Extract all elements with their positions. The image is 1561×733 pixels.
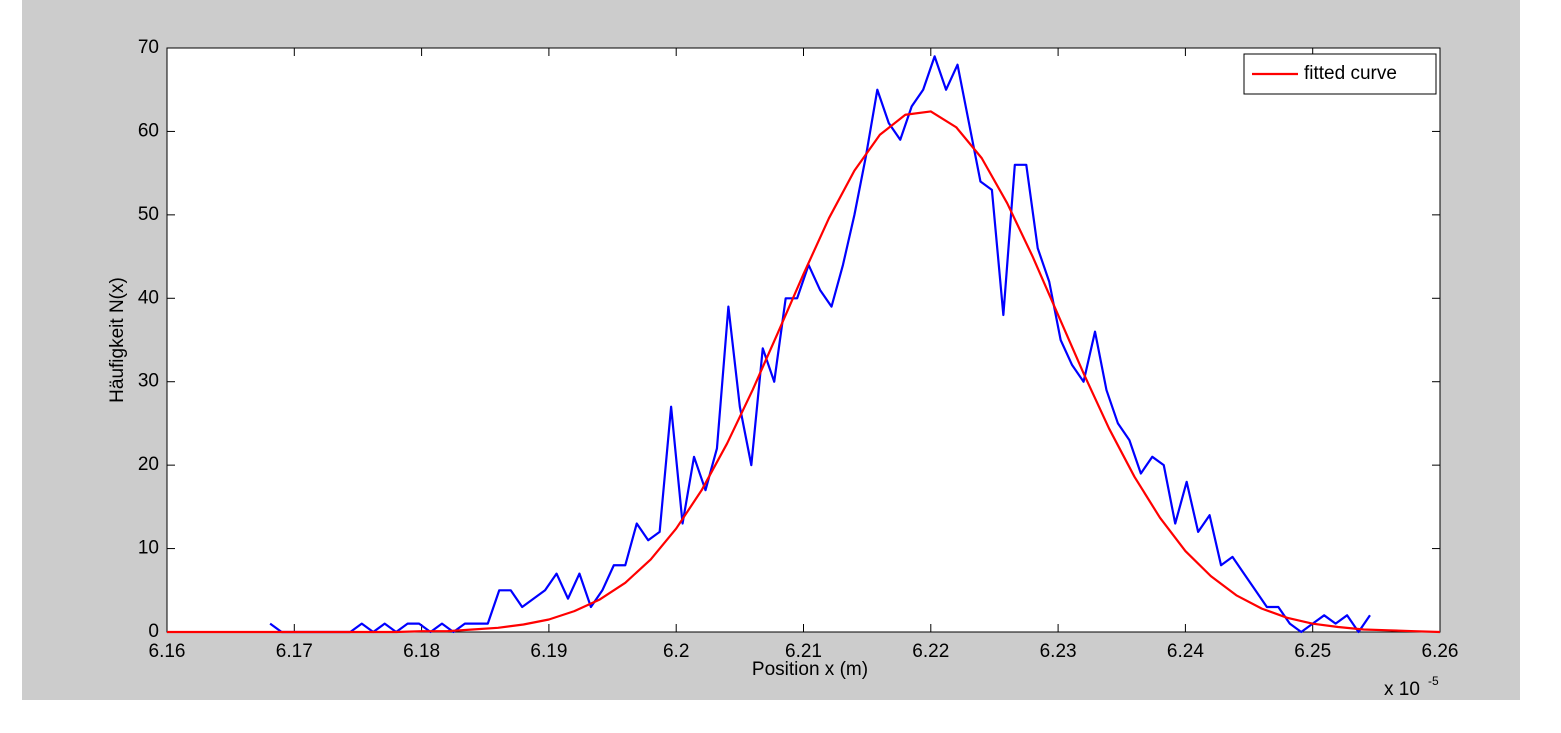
y-axis-label: Häufigkeit N(x) [107, 277, 128, 403]
x-multiplier-exponent: -5 [1428, 674, 1439, 688]
x-tick-label: 6.24 [1167, 641, 1204, 662]
y-tick-label: 60 [138, 120, 159, 141]
data-line [167, 110, 1441, 634]
x-tick-label: 6.22 [912, 641, 949, 662]
x-tick-label: 6.17 [276, 641, 313, 662]
x-tick-label: 6.19 [530, 641, 567, 662]
y-tick-label: 30 [138, 371, 159, 392]
y-tick-label: 20 [138, 454, 159, 475]
x-tick-label: 6.25 [1294, 641, 1331, 662]
y-tick-label: 10 [138, 538, 159, 559]
x-tick-label: 6.23 [1040, 641, 1077, 662]
x-tick-label: 6.26 [1422, 641, 1459, 662]
x-axis-label: Position x (m) [752, 659, 868, 680]
y-tick-label: 50 [138, 204, 159, 225]
x-tick-label: 6.2 [663, 641, 689, 662]
y-tick-label: 40 [138, 287, 159, 308]
data-line [269, 55, 1371, 634]
legend-label: fitted curve [1304, 63, 1397, 84]
x-multiplier: x 10 [1384, 679, 1420, 700]
y-tick-label: 70 [138, 37, 159, 58]
x-tick-label: 6.21 [785, 641, 822, 662]
x-tick-label: 6.16 [149, 641, 186, 662]
x-tick-label: 6.18 [403, 641, 440, 662]
plot-area [166, 47, 1441, 633]
y-tick-label: 0 [148, 621, 159, 642]
